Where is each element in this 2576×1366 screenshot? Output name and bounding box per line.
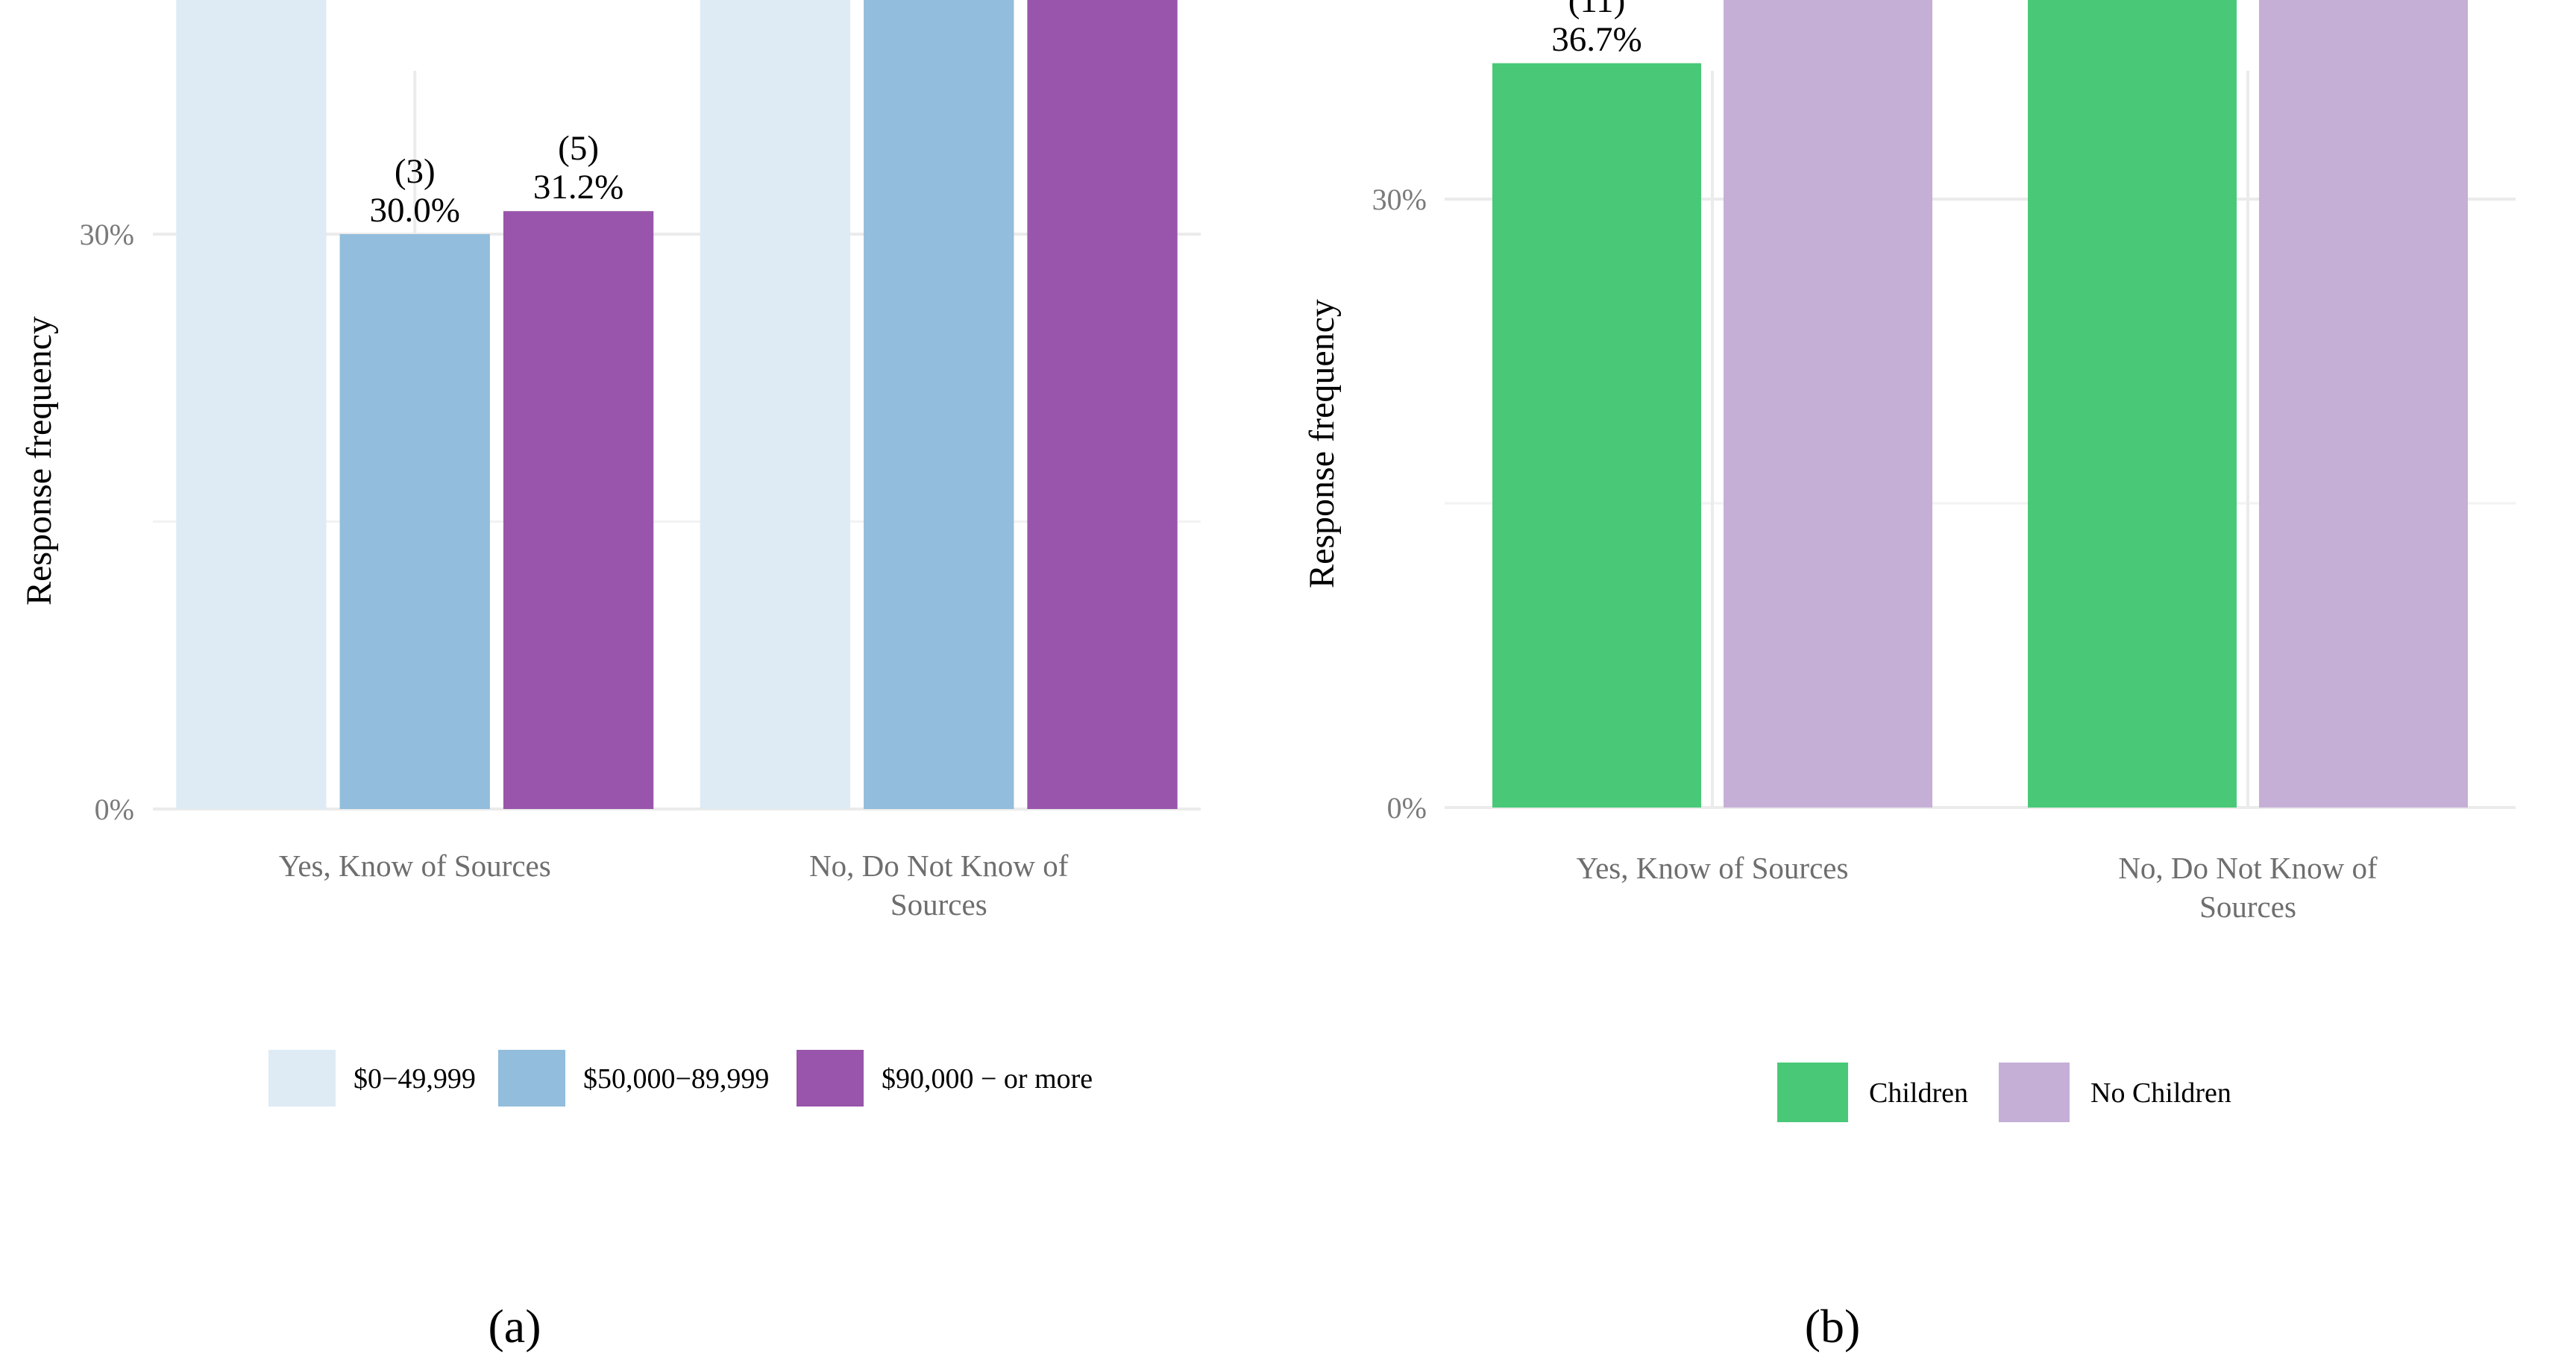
- legend-swatch: [1777, 1063, 1848, 1122]
- bar: [339, 234, 490, 809]
- y-axis-title: Response frequency: [19, 316, 59, 605]
- x-category-label: Sources: [890, 887, 987, 922]
- legend-label: No Children: [2090, 1077, 2231, 1109]
- x-category-label: No, Do Not Know of: [2118, 851, 2378, 885]
- bar: [700, 0, 851, 809]
- panel-label: (a): [488, 1300, 541, 1353]
- legend: $0−49,999 $50,000−89,999 $90,000 − or more: [268, 1050, 1093, 1107]
- x-category-label: No, Do Not Know of: [809, 849, 1069, 883]
- chart-panel-a: 0%30%60%90%Response frequency(9)52.9%(3)…: [19, 0, 1201, 1353]
- y-axis-title: Response frequency: [1302, 299, 1342, 588]
- bar: [2259, 0, 2468, 808]
- bar-value-label: 36.7%: [1551, 20, 1642, 59]
- legend-label: $50,000−89,999: [583, 1063, 769, 1095]
- legend-label: Children: [1869, 1077, 1968, 1109]
- bar: [1492, 63, 1701, 808]
- legend-swatch: [797, 1050, 864, 1107]
- panel-label: (b): [1805, 1300, 1861, 1353]
- bar-value-label: 31.2%: [533, 168, 623, 207]
- legend: Children No Children: [1777, 1063, 2231, 1122]
- y-tick-label: 0%: [95, 793, 134, 826]
- bar: [864, 0, 1014, 809]
- legend-label: $90,000 − or more: [882, 1063, 1093, 1095]
- bar: [2028, 0, 2237, 808]
- legend-label: $0−49,999: [354, 1063, 476, 1095]
- bar: [1027, 0, 1178, 809]
- legend-swatch: [1999, 1063, 2070, 1122]
- x-category-label: Yes, Know of Sources: [1577, 851, 1849, 885]
- x-category-label: Sources: [2199, 890, 2296, 924]
- legend-swatch: [268, 1050, 336, 1107]
- x-category-label: Yes, Know of Sources: [279, 849, 551, 883]
- bar-value-label: 30.0%: [370, 191, 460, 230]
- bar: [176, 0, 327, 810]
- y-tick-label: 0%: [1387, 791, 1427, 825]
- legend-swatch: [498, 1050, 565, 1107]
- y-tick-label: 30%: [80, 218, 134, 251]
- bar-count-label: (3): [395, 152, 436, 191]
- bar: [1724, 0, 1932, 808]
- y-tick-label: 30%: [1372, 183, 1427, 216]
- bar-count-label: (11): [1568, 0, 1626, 20]
- bar-count-label: (5): [558, 129, 599, 168]
- bar: [503, 211, 654, 809]
- chart-panel-b: 0%30%60%90%Response frequency(11)36.7%(7…: [1302, 0, 2516, 1353]
